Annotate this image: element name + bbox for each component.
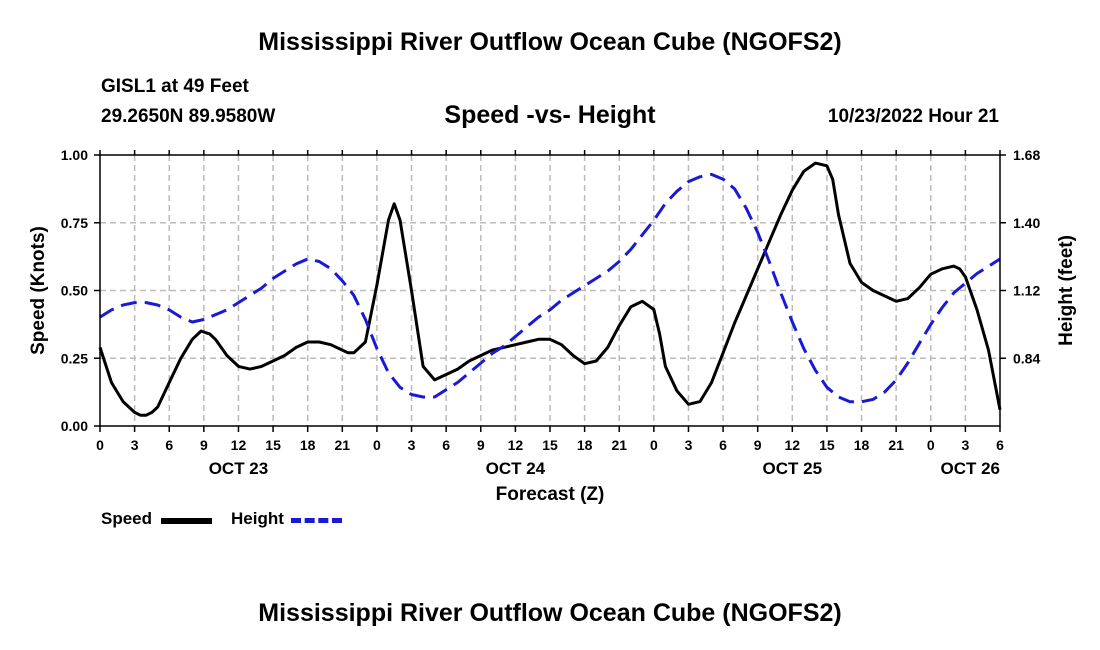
x-tick-label: 12 [785,437,801,453]
footer-title: Mississippi River Outflow Ocean Cube (NG… [258,599,842,627]
right-y-tick-label: 1.12 [1013,283,1040,299]
legend-height-swatch [291,518,342,523]
x-tick-label: 0 [927,437,935,453]
left-y-tick-label: 0.75 [61,215,88,231]
x-tick-label: 6 [719,437,727,453]
left-y-tick-label: 1.00 [61,147,88,163]
right-y-tick-label: 1.40 [1013,215,1040,231]
right-y-tick-label: 1.68 [1013,147,1040,163]
left-y-tick-label: 0.25 [61,350,88,366]
series-layer [98,161,1002,417]
x-tick-label: 9 [200,437,208,453]
x-tick-label: 12 [508,437,524,453]
legend-height-label: Height [231,509,284,528]
x-tick-label: 9 [477,437,485,453]
x-axis-title: Forecast (Z) [496,484,605,505]
left-y-tick-label: 0.00 [61,418,88,434]
x-tick-label: 9 [754,437,762,453]
day-label: OCT 26 [940,459,1000,478]
x-tick-label: 6 [165,437,173,453]
legend-speed-swatch [161,518,212,524]
chart-title: Mississippi River Outflow Ocean Cube (NG… [258,28,842,56]
day-label: OCT 25 [763,459,823,478]
legend-speed-label: Speed [101,509,153,528]
x-tick-label: 12 [231,437,247,453]
height-series-line [99,172,1001,404]
right-y-axis-title: Height (feet) [1056,235,1077,346]
x-tick-label: 0 [96,437,104,453]
chart-subtitle: Speed -vs- Height [444,101,656,129]
x-tick-label: 15 [819,437,835,453]
day-label: OCT 24 [486,459,546,478]
axes-layer [94,150,1006,432]
x-tick-label: 6 [442,437,450,453]
x-tick-label: 3 [131,437,139,453]
x-tick-label: 15 [542,437,558,453]
labels-layer: 0 3 6 9 12 15 18 21 0 3 6 9 12 15 18 21 0 3 6 9 12 15 18 21 0 3 6 0… [28,147,1077,505]
left-y-axis-title: Speed (Knots) [28,226,49,355]
grid-layer [100,155,1000,426]
station-coordinates: 29.2650N 89.9580W [101,106,276,127]
station-label: GISL1 at 49 Feet [101,76,249,97]
x-tick-label: 6 [996,437,1004,453]
day-label: OCT 23 [209,459,269,478]
x-tick-label: 15 [265,437,281,453]
x-tick-label: 18 [300,437,316,453]
x-tick-label: 21 [335,437,351,453]
x-tick-label: 3 [685,437,693,453]
x-tick-label: 3 [961,437,969,453]
x-tick-label: 18 [854,437,870,453]
x-tick-label: 18 [577,437,593,453]
speed-series-line [98,161,1002,417]
x-tick-label: 21 [611,437,627,453]
left-y-tick-label: 0.50 [61,283,88,299]
forecast-datetime: 10/23/2022 Hour 21 [827,106,999,127]
x-tick-label: 0 [373,437,381,453]
x-tick-label: 21 [888,437,904,453]
x-tick-label: 0 [650,437,658,453]
right-y-tick-label: 0.84 [1013,350,1040,366]
x-tick-label: 3 [408,437,416,453]
